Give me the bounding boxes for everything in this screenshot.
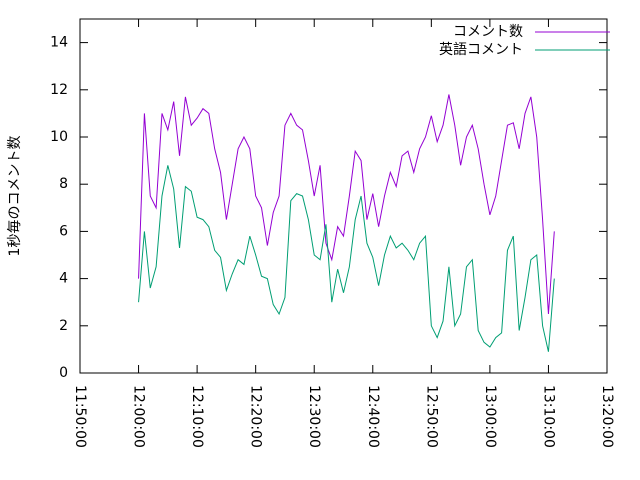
x-tick-label: 12:00:00 xyxy=(131,385,147,448)
series-line xyxy=(138,94,555,315)
x-tick-label: 11:50:00 xyxy=(72,385,88,448)
series-line xyxy=(138,165,555,352)
x-tick-label: 12:50:00 xyxy=(423,385,439,448)
x-tick-label: 13:20:00 xyxy=(599,385,615,448)
y-axis-label: 1秒毎のコメント数 xyxy=(7,136,23,257)
plot-border xyxy=(79,18,608,374)
y-tick-label: 4 xyxy=(59,271,68,287)
y-tick-label: 0 xyxy=(59,365,68,381)
y-tick-label: 12 xyxy=(50,82,68,98)
x-tick-label: 13:00:00 xyxy=(482,385,498,448)
x-tick-label: 13:10:00 xyxy=(540,385,556,448)
y-tick-label: 6 xyxy=(59,223,68,239)
y-tick-label: 10 xyxy=(50,129,68,145)
y-tick-label: 14 xyxy=(50,35,68,51)
y-tick-label: 2 xyxy=(59,318,68,334)
legend-label: コメント数 xyxy=(453,24,523,40)
y-tick-label: 8 xyxy=(59,176,68,192)
x-tick-label: 12:30:00 xyxy=(306,385,322,448)
x-tick-label: 12:10:00 xyxy=(189,385,205,448)
x-tick-label: 12:40:00 xyxy=(365,385,381,448)
legend-label: 英語コメント xyxy=(439,41,523,58)
x-tick-label: 12:20:00 xyxy=(248,385,264,448)
